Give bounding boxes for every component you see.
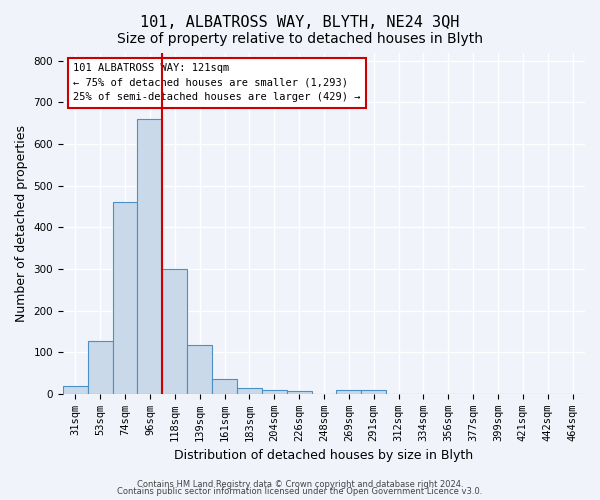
Bar <box>137 119 163 394</box>
Bar <box>237 388 262 394</box>
Text: 101 ALBATROSS WAY: 121sqm
← 75% of detached houses are smaller (1,293)
25% of se: 101 ALBATROSS WAY: 121sqm ← 75% of detac… <box>73 62 361 102</box>
Text: Size of property relative to detached houses in Blyth: Size of property relative to detached ho… <box>117 32 483 46</box>
Bar <box>88 342 113 394</box>
Bar <box>337 390 361 394</box>
Bar <box>212 380 237 394</box>
Text: Contains HM Land Registry data © Crown copyright and database right 2024.: Contains HM Land Registry data © Crown c… <box>137 480 463 489</box>
Bar <box>113 202 137 394</box>
Text: 101, ALBATROSS WAY, BLYTH, NE24 3QH: 101, ALBATROSS WAY, BLYTH, NE24 3QH <box>140 15 460 30</box>
Bar <box>361 390 386 394</box>
X-axis label: Distribution of detached houses by size in Blyth: Distribution of detached houses by size … <box>175 450 473 462</box>
Bar <box>287 390 311 394</box>
Bar <box>163 269 187 394</box>
Bar <box>262 390 287 394</box>
Text: Contains public sector information licensed under the Open Government Licence v3: Contains public sector information licen… <box>118 487 482 496</box>
Y-axis label: Number of detached properties: Number of detached properties <box>15 124 28 322</box>
Bar <box>187 345 212 394</box>
Bar <box>63 386 88 394</box>
